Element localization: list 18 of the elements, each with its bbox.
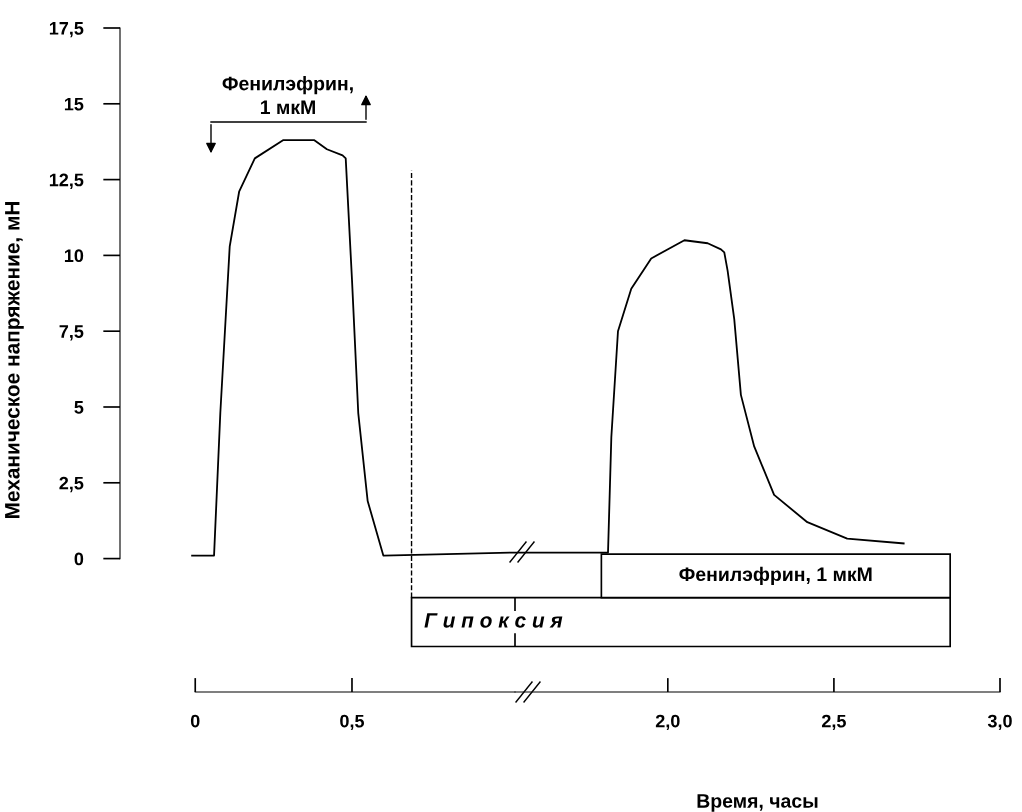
y-tick-label: 10 bbox=[64, 249, 84, 263]
x-tick-label: 0,5 bbox=[340, 714, 365, 731]
y-tick-label: 5 bbox=[74, 401, 84, 414]
y-axis-title: Механическое напряжение, мН bbox=[5, 201, 24, 519]
y-tick-label: 0 bbox=[74, 552, 84, 566]
annotation: Фенилэфрин, 1 мкМ bbox=[222, 76, 353, 114]
x-tick-label: 0 bbox=[190, 714, 200, 728]
y-tick-label: 17,5 bbox=[49, 22, 84, 38]
x-tick-label: 2,5 bbox=[821, 714, 846, 731]
x-tick-label: 2,0 bbox=[655, 714, 680, 731]
y-tick-label: 7,5 bbox=[59, 325, 84, 341]
x-tick-label: 3,0 bbox=[987, 714, 1012, 731]
y-tick-label: 2,5 bbox=[59, 476, 84, 493]
band-label: Фенилэфрин, 1 мкМ bbox=[679, 566, 872, 585]
y-tick-label: 15 bbox=[64, 97, 84, 111]
band-label: Г и п о к с и я bbox=[424, 613, 563, 628]
y-tick-label: 12,5 bbox=[49, 173, 84, 189]
x-axis-title: Время, часы bbox=[697, 794, 818, 812]
